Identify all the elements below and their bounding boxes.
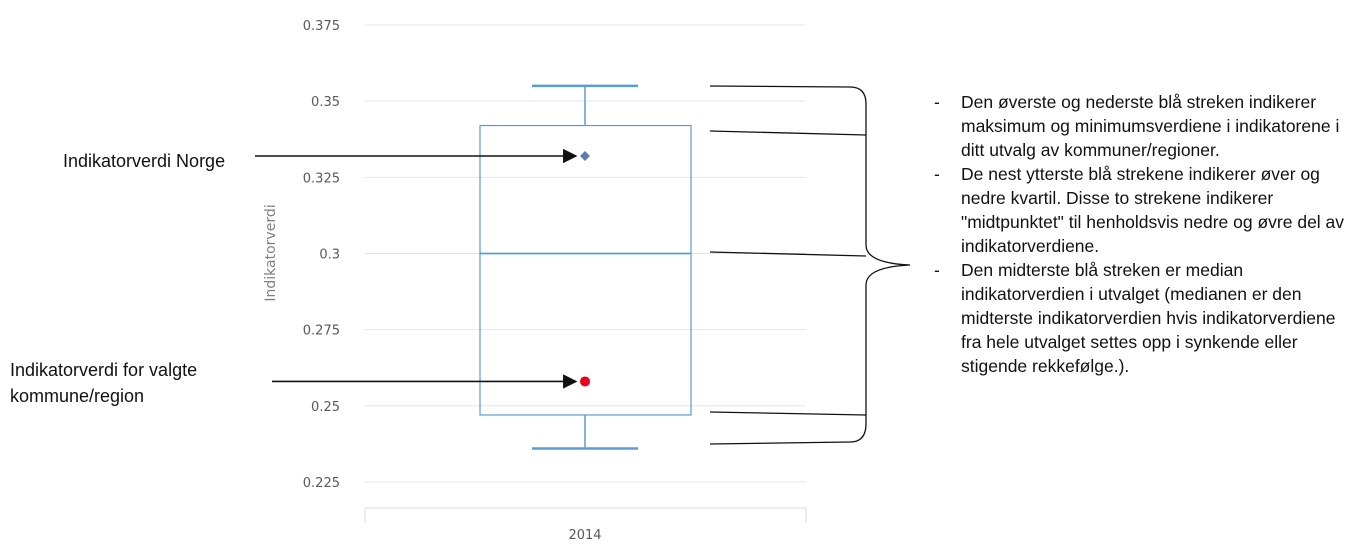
y-axis-tick-labels: 0.225 0.25 0.275 0.3 0.325 0.35 0.375 [303,19,340,491]
legend-note-3: Den midterste blå streken er median indi… [928,258,1348,378]
norge-value-marker [580,151,590,162]
interquartile-box [479,124,692,416]
brace-connector-q3 [709,130,867,136]
y-axis-title: Indikatorverdi [263,204,279,301]
kommune-annotation-label-line2: kommune/region [10,386,144,406]
legend-note-1: Den øverste og nederste blå streken indi… [928,90,1348,162]
x-tick-label-2014: 2014 [568,528,601,543]
y-tick-label: 0.275 [303,324,340,339]
kommune-annotation-label-line1: Indikatorverdi for valgte [10,360,197,380]
legend-brace [709,85,911,445]
brace-connector-q1 [709,411,867,416]
brace-connector-min [709,441,851,445]
y-tick-label: 0.325 [303,171,340,186]
brace-connector-max [709,85,851,88]
y-tick-label: 0.225 [303,476,340,491]
kommune-value-marker [580,376,590,387]
curly-brace [849,86,911,443]
y-tick-label: 0.35 [311,95,340,110]
legend-note-2: De nest ytterste blå strekene indikerer … [928,162,1348,258]
brace-connector-median [709,251,867,257]
y-tick-label: 0.25 [311,400,340,415]
norge-annotation-label: Indikatorverdi Norge [63,151,225,171]
y-tick-label: 0.375 [303,19,340,34]
y-tick-label: 0.3 [319,248,340,263]
legend-notes: Den øverste og nederste blå streken indi… [928,90,1348,378]
